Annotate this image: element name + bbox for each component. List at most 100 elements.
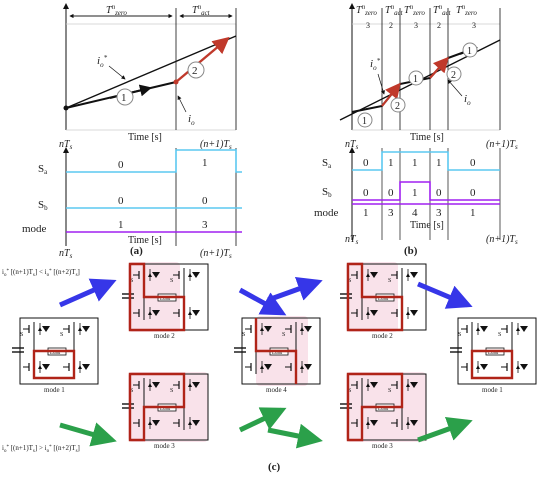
svg-text:S: S [130,278,133,284]
svg-text:S: S [242,332,245,338]
svg-text:3: 3 [414,21,418,30]
svg-text:1: 1 [412,157,418,169]
panel-a-t-act: Tnact [192,3,211,17]
svg-text:S: S [498,332,501,338]
panel-a-sb-label: Sb [38,199,48,212]
svg-text:4: 4 [412,207,418,219]
panel-b-t-zero-2: Tnzero [404,3,425,17]
svg-text:Load: Load [378,407,389,412]
panel-b-sb-wave [352,181,500,201]
panel-b-marker-1b [408,70,424,86]
panel-c: S S Load mode 1 S S Load mode 2 S S Load mode 3 S S Lo… [2,262,537,473]
arrow-mode1-to-mode2 [58,278,117,308]
panel-b-marker-1a [357,112,373,128]
svg-text:0: 0 [363,187,369,199]
svg-text:3: 3 [366,21,370,30]
mode-label: mode 2 [372,332,393,340]
inverter-1: S S Load mode 1 [12,317,99,394]
mode-label: mode 2 [154,332,175,340]
svg-text:nTs: nTs [59,248,73,260]
inverter-4: S S Load mode 4 [234,316,321,394]
panel-b-t-act-1: Tnact [385,3,404,17]
svg-text:S: S [130,388,133,394]
panel-a-caption: (a) [130,245,143,257]
mode-label: mode 4 [266,386,287,394]
svg-text:0: 0 [388,187,394,199]
panel-a-sb-0: 0 [118,195,124,207]
svg-text:(n+1)Ts: (n+1)Ts [486,139,518,151]
panel-b-t-act-2: Tnact [433,3,452,17]
panel-b-caption: (b) [404,245,418,257]
svg-text:1: 1 [363,207,369,219]
arrow-mode2-to-mode1 [417,281,473,309]
svg-text:2: 2 [389,21,393,30]
panel-b-sa-wave [352,151,500,171]
inverter-2: S S Load mode 2 [122,262,209,340]
svg-text:mode: mode [314,207,339,219]
svg-text:0: 0 [436,187,442,199]
svg-text:S: S [20,332,23,338]
svg-text:(n+1)Ts: (n+1)Ts [200,248,232,260]
svg-text:1: 1 [436,157,442,169]
panel-a-io-star-line [65,35,237,109]
current-path [346,372,404,442]
svg-text:1: 1 [412,187,418,199]
svg-text:Load: Load [160,407,171,412]
arrow-mode3-to-mode4 [238,407,287,433]
svg-text:3: 3 [436,207,442,219]
svg-text:0: 0 [470,157,476,169]
svg-text:S: S [458,332,461,338]
panel-b-t-zero-1: Tnzero [356,3,377,17]
panel-a-sa-1: 1 [202,157,208,169]
panel-a-t-zero: Tnzero [106,3,127,17]
panel-a-time-label: Time [s] [128,132,162,143]
svg-text:S: S [282,332,285,338]
current-path [128,262,186,332]
svg-text:Load: Load [378,297,389,302]
panel-a-marker-2 [187,61,205,79]
svg-text:S: S [170,278,173,284]
svg-text:S: S [388,278,391,284]
svg-text:1: 1 [362,116,367,127]
inverter-3: S S Load mode 3 [122,372,209,450]
panel-a-io-label: io [188,113,195,127]
svg-text:S: S [348,278,351,284]
panel-a-mode-1: 1 [118,219,124,231]
svg-text:Time [s]: Time [s] [410,220,444,231]
panel-b-t-zero-3: Tnzero [456,3,477,17]
panel-a-sa-wave [66,149,242,173]
panel-b-io-label: io [464,93,471,107]
svg-text:1: 1 [467,46,472,57]
arrow-mode1-to-mode3 [59,422,117,447]
panel-a-marker-1-label: 1 [121,92,127,104]
svg-text:Sa: Sa [322,157,332,170]
condition-top: io* [(n+1)Ts] < io* [(n+2)Ts] [2,268,80,278]
mode-label: mode 1 [482,386,503,394]
panel-c-caption: (c) [268,461,281,473]
svg-text:Time [s]: Time [s] [410,132,444,143]
svg-text:0: 0 [363,157,369,169]
panel-a-sb-1: 0 [202,195,208,207]
svg-text:Load: Load [488,351,499,356]
panel-a-mode-3: 3 [202,219,208,231]
panel-b-marker-2a [390,97,406,113]
svg-text:nTs: nTs [345,234,359,246]
svg-text:1: 1 [413,74,418,85]
panel-b-marker-1c [462,42,478,58]
panel-a-marker-1 [116,88,134,106]
svg-text:3: 3 [472,21,476,30]
mode-label: mode 1 [44,386,65,394]
panel-a-marker-2-label: 2 [192,65,198,77]
svg-text:1: 1 [470,207,476,219]
panel-a-x-start: nTs [59,139,73,151]
inverter-6: S S Load mode 3 [340,372,427,450]
current-path [128,372,186,442]
panel-a-sa-0: 0 [118,159,124,171]
svg-text:nTs: nTs [345,139,359,151]
arrow-mode4-to-mode3 [267,423,323,449]
panel-a-sa-label: Sa [38,163,48,176]
svg-text:Load: Load [160,297,171,302]
arrow-mode3-to-mode1 [417,417,473,443]
mode-label: mode 3 [154,442,175,450]
inverter-5: S S Load mode 2 [340,262,427,340]
